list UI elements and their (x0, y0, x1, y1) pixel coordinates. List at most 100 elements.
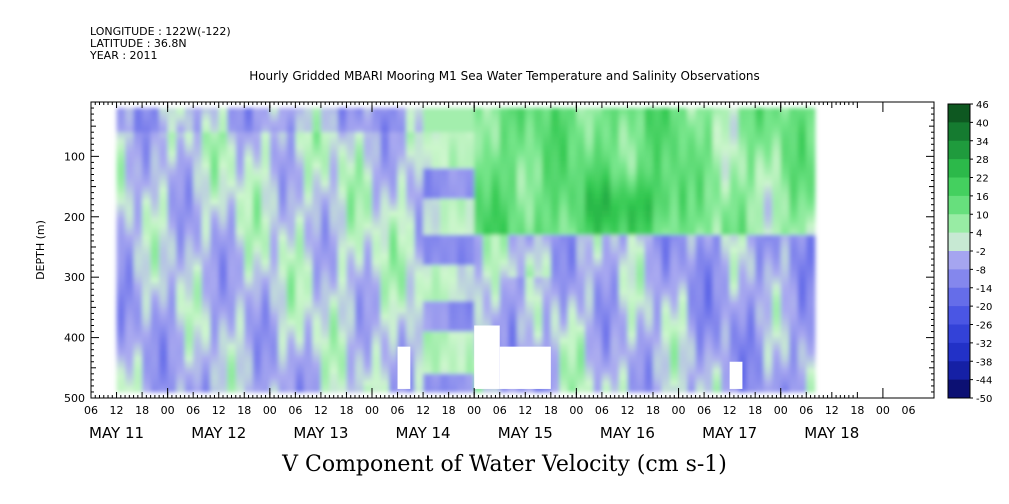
heatmap-cell (176, 138, 186, 145)
heatmap-cell (218, 192, 228, 200)
heatmap-cell (414, 307, 424, 314)
heatmap-cell (482, 234, 492, 242)
variable-label: V Component of Water Velocity (cm s-1) (282, 452, 727, 477)
heatmap-cell (397, 265, 407, 272)
heatmap-cell (661, 240, 671, 248)
heatmap-cell (210, 120, 220, 127)
heatmap-cell (133, 216, 143, 224)
heatmap-cell (593, 174, 603, 182)
heatmap-cell (346, 228, 356, 236)
heatmap-cell (601, 277, 611, 284)
heatmap-cell (636, 114, 646, 121)
heatmap-cell (372, 144, 382, 151)
heatmap-cell (542, 138, 552, 145)
heatmap-cell (133, 301, 143, 308)
heatmap-cell (252, 144, 262, 151)
heatmap-cell (397, 385, 407, 393)
heatmap-cell (806, 295, 816, 302)
heatmap-cell (261, 144, 271, 151)
heatmap-cell (142, 361, 152, 369)
heatmap-cell (261, 186, 271, 194)
heatmap-cell (372, 150, 382, 157)
heatmap-cell (184, 168, 194, 175)
heatmap-cell (670, 247, 680, 254)
heatmap-cell (755, 192, 765, 200)
heatmap-cell (150, 198, 160, 206)
heatmap-cell (423, 198, 433, 206)
heatmap-cell (252, 126, 262, 133)
heatmap-cell (397, 168, 407, 175)
x-tick-label: 06 (901, 404, 915, 417)
heatmap-cell (576, 265, 586, 272)
heatmap-cell (201, 186, 211, 194)
heatmap-cell (303, 120, 313, 127)
heatmap-cell (533, 283, 543, 290)
heatmap-cell (329, 253, 339, 260)
heatmap-cell (423, 204, 433, 212)
heatmap-cell (210, 114, 220, 121)
heatmap-cell (678, 192, 688, 200)
heatmap-cell (389, 313, 399, 320)
heatmap-cell (269, 331, 279, 339)
heatmap-cell (423, 301, 433, 308)
heatmap-cell (176, 325, 186, 333)
heatmap-cell (184, 216, 194, 224)
heatmap-cell (618, 198, 628, 206)
heatmap-cell (491, 162, 501, 169)
heatmap-cell (355, 289, 365, 296)
heatmap-cell (559, 343, 569, 351)
heatmap-cell (142, 379, 152, 387)
heatmap-cell (755, 168, 765, 175)
heatmap-cell (269, 234, 279, 242)
heatmap-cell (457, 361, 467, 369)
colorbar-swatch (948, 140, 970, 160)
heatmap-cell (312, 307, 322, 314)
heatmap-cell (312, 325, 322, 333)
heatmap-cell (193, 313, 203, 320)
heatmap-cell (278, 114, 288, 121)
heatmap-cell (235, 210, 245, 218)
heatmap-cell (193, 198, 203, 206)
heatmap-cell (389, 259, 399, 266)
heatmap-cell (363, 234, 373, 242)
heatmap-cell (176, 331, 186, 339)
x-tick-label: 00 (161, 404, 175, 417)
heatmap-cell (576, 228, 586, 236)
heatmap-cell (227, 168, 237, 175)
heatmap-cell (125, 204, 135, 212)
heatmap-cell (559, 301, 569, 308)
heatmap-cell (516, 144, 526, 151)
heatmap-cell (244, 385, 254, 393)
heatmap-cell (150, 283, 160, 290)
heatmap-cell (738, 174, 748, 182)
heatmap-cell (525, 204, 535, 212)
heatmap-cell (252, 295, 262, 302)
heatmap-cell (167, 114, 177, 121)
heatmap-cell (559, 373, 569, 381)
heatmap-cell (261, 301, 271, 308)
heatmap-cell (448, 120, 458, 127)
heatmap-cell (516, 319, 526, 327)
x-day-label: MAY 15 (498, 424, 553, 442)
heatmap-cell (661, 126, 671, 133)
heatmap-cell (193, 361, 203, 369)
heatmap-cell (738, 234, 748, 242)
heatmap-cell (235, 186, 245, 194)
heatmap-cell (491, 180, 501, 188)
heatmap-cell (440, 349, 450, 357)
heatmap-cell (329, 331, 339, 339)
heatmap-cell (516, 138, 526, 145)
heatmap-cell (372, 168, 382, 175)
heatmap-cell (763, 247, 773, 254)
heatmap-cell (312, 313, 322, 320)
heatmap-cell (508, 385, 518, 393)
heatmap-cell (184, 126, 194, 133)
heatmap-cell (431, 349, 441, 357)
heatmap-cell (303, 319, 313, 327)
heatmap-cell (653, 234, 663, 242)
heatmap-cell (278, 138, 288, 145)
heatmap-cell (448, 283, 458, 290)
heatmap-cell (797, 301, 807, 308)
heatmap-cell (763, 108, 773, 115)
heatmap-cell (746, 295, 756, 302)
